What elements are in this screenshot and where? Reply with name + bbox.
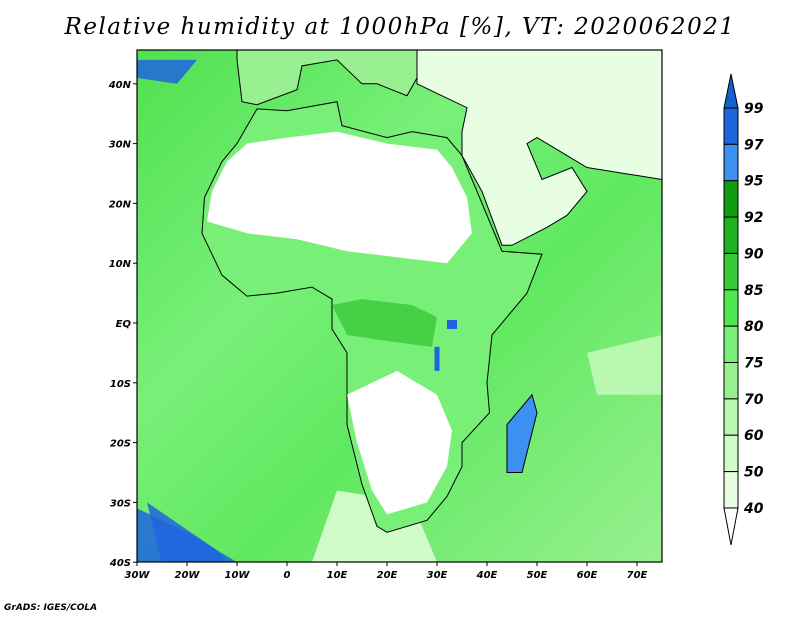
y-axis: 40N 30N 20N 10N EQ 10S 20S 30S 40S: [108, 80, 137, 569]
y-tick-label: 20S: [110, 439, 131, 450]
x-tick-label: 50E: [527, 570, 548, 581]
x-tick-label: 0: [284, 570, 291, 581]
colorbar-label: 92: [744, 210, 763, 226]
high-humidity-patch: [147, 502, 227, 562]
y-tick-label: 30S: [110, 498, 131, 509]
colorbar-label: 97: [744, 137, 764, 153]
humid-central-africa: [332, 299, 437, 347]
y-tick-label: 10S: [110, 379, 131, 390]
colorbar-bin: [723, 398, 739, 436]
colorbar-bin: [723, 325, 739, 364]
middle-east-landmass: [416, 50, 662, 246]
dry-southern-africa-region: [347, 370, 452, 515]
colorbar-label: 99: [744, 101, 764, 117]
lake: [434, 346, 440, 371]
x-tick-label: 20W: [175, 570, 201, 581]
x-tick-label: 70E: [627, 570, 648, 581]
x-tick-label: 10W: [225, 570, 251, 581]
colorbar-label: 85: [744, 283, 764, 299]
colorbar-label: 75: [744, 356, 764, 372]
europe-landmass: [236, 50, 418, 106]
colorbar-bin: [723, 289, 739, 327]
chart-title: Relative humidity at 1000hPa [%], VT: 20…: [64, 14, 736, 40]
colorbar-top-arrow: [723, 73, 739, 109]
colorbar-bin: [723, 216, 739, 254]
lake: [447, 320, 457, 329]
map-area: [137, 50, 662, 562]
colorbar: 99 97 95 92 90 85 80 75 70 60 50 40: [723, 73, 764, 546]
colorbar-label: 60: [744, 428, 764, 444]
y-tick-label: EQ: [116, 319, 132, 330]
x-tick-label: 20E: [377, 570, 398, 581]
x-tick-label: 60E: [577, 570, 598, 581]
colorbar-bin: [723, 471, 739, 509]
footer-credit: GrADS: IGES/COLA: [4, 603, 98, 613]
dry-ocean-patch: [587, 334, 662, 395]
y-tick-label: 20N: [109, 199, 132, 210]
high-humidity-patch: [137, 59, 197, 84]
y-tick-label: 40N: [108, 80, 132, 91]
colorbar-label: 50: [744, 465, 764, 481]
colorbar-bottom-arrow: [723, 507, 739, 546]
y-tick-label: 40S: [109, 558, 131, 569]
x-tick-label: 40E: [476, 570, 498, 581]
colorbar-bin: [723, 180, 739, 218]
colorbar-bin: [723, 143, 739, 182]
colorbar-bin: [723, 107, 739, 145]
colorbar-label: 70: [744, 392, 764, 408]
x-axis: 30W 20W 10W 0 10E 20E 30E 40E 50E 60E 70E: [125, 562, 648, 581]
y-tick-label: 10N: [109, 259, 132, 270]
x-tick-label: 30W: [125, 570, 151, 581]
x-tick-label: 30E: [427, 570, 448, 581]
colorbar-label: 40: [743, 501, 764, 517]
map-frame: [136, 49, 663, 563]
colorbar-label: 90: [744, 246, 764, 262]
y-tick-label: 30N: [109, 140, 132, 151]
colorbar-bin: [723, 434, 739, 473]
dry-sahara-region: [207, 131, 472, 264]
colorbar-bin: [723, 362, 739, 400]
colorbar-label: 95: [744, 174, 764, 190]
x-tick-label: 10E: [327, 570, 348, 581]
madagascar: [506, 393, 538, 473]
colorbar-label: 80: [744, 319, 764, 335]
colorbar-bin: [723, 252, 739, 291]
